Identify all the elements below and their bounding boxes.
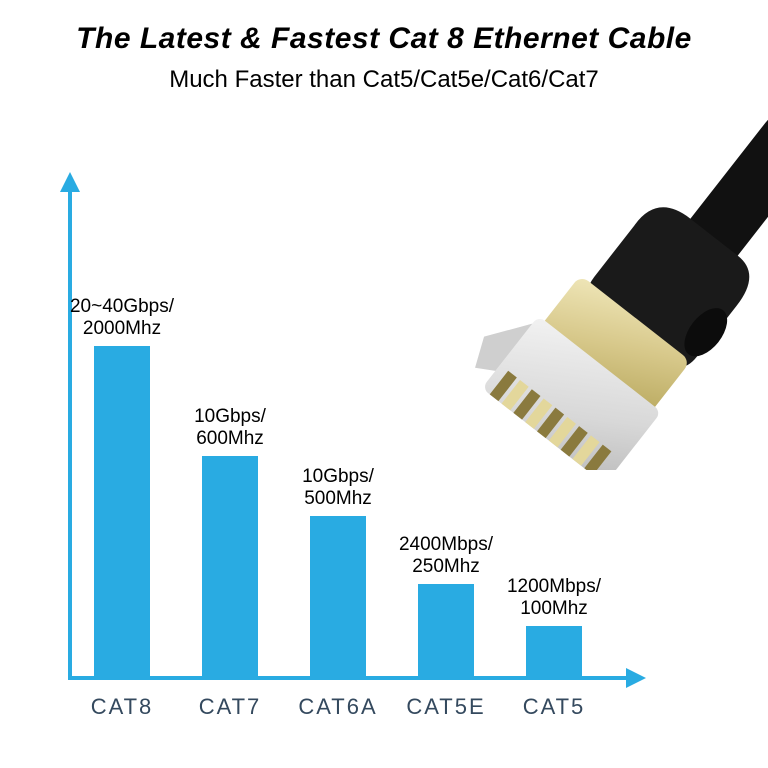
bar-value-label: 20~40Gbps/ 2000Mhz — [70, 296, 174, 340]
headline: The Latest & Fastest Cat 8 Ethernet Cabl… — [0, 0, 768, 56]
comparison-chart: 20~40Gbps/ 2000Mhz 10Gbps/ 600Mhz 10Gbps/ … — [28, 160, 748, 720]
category-label: CAT5 — [500, 694, 608, 720]
bar — [94, 346, 150, 676]
bar-slot: 2400Mbps/ 250Mhz — [392, 534, 500, 676]
bar — [526, 626, 582, 676]
x-axis-arrow — [68, 676, 628, 680]
bar — [418, 584, 474, 676]
category-labels: CAT8CAT7CAT6ACAT5ECAT5 — [68, 694, 608, 720]
bar-slot: 20~40Gbps/ 2000Mhz — [68, 296, 176, 676]
bar — [202, 456, 258, 676]
bar-value-label: 10Gbps/ 600Mhz — [194, 406, 266, 450]
bar-value-label: 1200Mbps/ 100Mhz — [507, 576, 601, 620]
bar-value-label: 2400Mbps/ 250Mhz — [399, 534, 493, 578]
category-label: CAT5E — [392, 694, 500, 720]
bar-slot: 10Gbps/ 600Mhz — [176, 406, 284, 676]
bar — [310, 516, 366, 676]
bars-container: 20~40Gbps/ 2000Mhz 10Gbps/ 600Mhz 10Gbps/ … — [68, 206, 608, 676]
category-label: CAT7 — [176, 694, 284, 720]
bar-value-label: 10Gbps/ 500Mhz — [302, 466, 374, 510]
bar-slot: 1200Mbps/ 100Mhz — [500, 576, 608, 676]
category-label: CAT8 — [68, 694, 176, 720]
subheadline: Much Faster than Cat5/Cat5e/Cat6/Cat7 — [0, 66, 768, 94]
category-label: CAT6A — [284, 694, 392, 720]
bar-slot: 10Gbps/ 500Mhz — [284, 466, 392, 676]
